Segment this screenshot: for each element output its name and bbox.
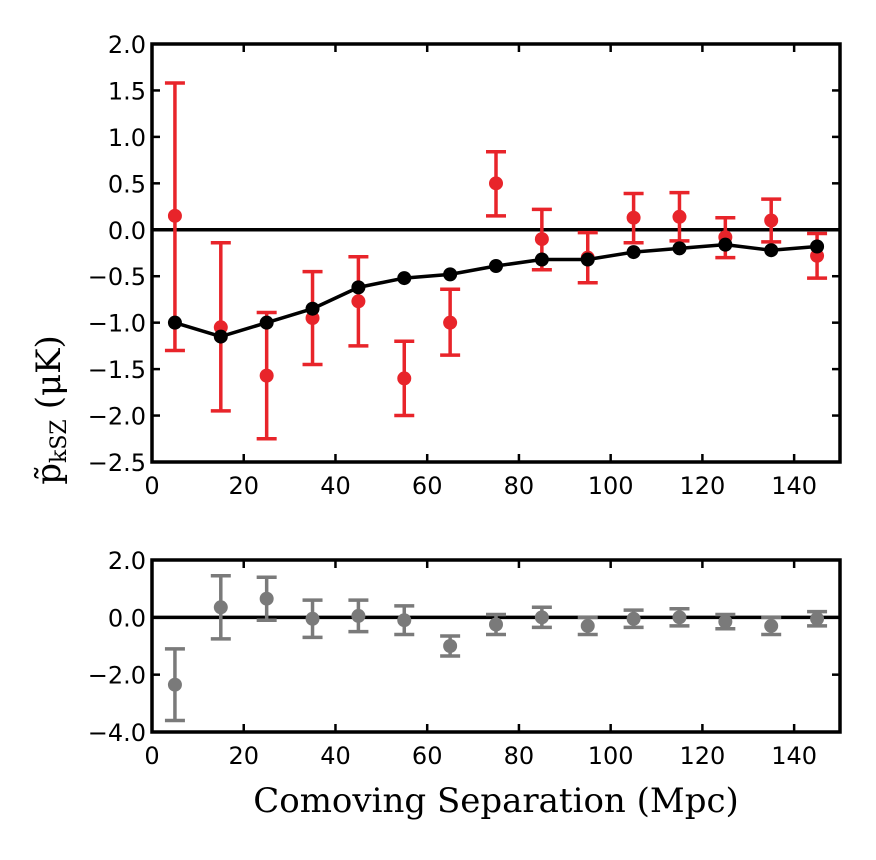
- x-tick-label: 120: [679, 742, 725, 770]
- y-axis-label-main: p̃: [29, 463, 69, 485]
- x-tick-label: 100: [588, 742, 634, 770]
- data-point: [259, 368, 274, 383]
- model-point: [167, 315, 182, 330]
- model-point: [213, 329, 228, 344]
- y-tick-label: −2.5: [88, 449, 146, 477]
- plot-frame: [150, 42, 842, 464]
- data-point: [534, 232, 549, 247]
- data-point: [672, 209, 687, 224]
- data-point: [167, 677, 182, 692]
- data-point: [764, 618, 779, 633]
- y-tick-label: 2.0: [108, 547, 146, 575]
- x-tick-label: 140: [771, 742, 817, 770]
- y-tick-label: −4.0: [88, 719, 146, 747]
- data-point: [626, 611, 641, 626]
- top-panel: 0 20 40 60 80 100 120 140 2.0 1.5 1.0 0.5 0.0 −0.5 −1.…: [88, 31, 842, 500]
- y-tick-label: 2.0: [108, 31, 146, 59]
- data-point: [351, 294, 366, 309]
- y-axis-label: p̃kSZ (μK): [29, 335, 72, 485]
- data-point: [351, 608, 366, 623]
- bottom-panel: 0 20 40 60 80 100 120 140 2.0 0.0 −2.0 −4.0: [88, 547, 842, 770]
- data-point: [718, 614, 733, 629]
- x-tick-label: 80: [504, 472, 535, 500]
- x-tick-label: 20: [228, 472, 259, 500]
- data-point: [213, 600, 228, 615]
- model-point: [534, 252, 549, 267]
- x-tick-label: 140: [771, 472, 817, 500]
- model-point: [672, 241, 687, 256]
- x-tick-label: 0: [144, 472, 159, 500]
- data-point: [626, 210, 641, 225]
- x-tick-label: 60: [412, 742, 443, 770]
- x-tick-label: 40: [320, 742, 351, 770]
- y-axis-label-subscript: kSZ: [47, 419, 72, 463]
- model-point: [810, 239, 825, 254]
- y-tick-label: 1.5: [108, 77, 146, 105]
- y-tick-label: 0.0: [108, 217, 146, 245]
- data-point: [764, 213, 779, 228]
- data-point: [443, 639, 458, 653]
- model-point: [580, 252, 595, 267]
- data-point: [489, 617, 503, 632]
- y-tick-label: −1.0: [88, 310, 146, 338]
- x-tick-label: 0: [144, 742, 159, 770]
- model-point: [397, 271, 412, 286]
- x-tick-label: 100: [588, 472, 634, 500]
- x-tick-label: 120: [679, 472, 725, 500]
- y-tick-label: 1.0: [108, 124, 146, 152]
- y-tick-label: −2.0: [88, 403, 146, 431]
- model-point: [764, 243, 779, 258]
- model-point: [259, 315, 274, 330]
- data-point: [305, 611, 320, 626]
- x-tick-label: 80: [504, 742, 535, 770]
- data-point: [259, 591, 274, 606]
- data-point: [443, 315, 458, 330]
- data-point: [672, 610, 687, 625]
- data-point: [580, 618, 595, 633]
- model-point: [351, 280, 366, 295]
- y-tick-label: 0.0: [108, 604, 146, 632]
- plot-frame: [150, 558, 842, 734]
- y-tick-label: −1.5: [88, 356, 146, 384]
- model-point: [626, 245, 641, 260]
- data-point: [397, 613, 412, 628]
- x-tick-label: 40: [320, 472, 351, 500]
- y-tick-label: −0.5: [88, 263, 146, 291]
- x-tick-label: 20: [228, 742, 259, 770]
- data-point: [397, 371, 412, 386]
- x-tick-label: 60: [412, 472, 443, 500]
- y-axis-label-unit: (μK): [29, 335, 69, 409]
- model-point: [305, 301, 320, 316]
- model-point: [443, 267, 458, 282]
- x-axis-label: Comoving Separation (Mpc): [253, 781, 739, 821]
- data-point: [167, 208, 182, 223]
- svg-text:p̃kSZ(μK): p̃kSZ (μK): [29, 335, 72, 485]
- model-point: [489, 259, 503, 274]
- model-point: [718, 237, 733, 252]
- y-tick-label: −2.0: [88, 662, 146, 690]
- data-point: [489, 176, 503, 191]
- y-tick-label: 0.5: [108, 170, 146, 198]
- data-point: [810, 611, 825, 626]
- data-point: [534, 610, 549, 625]
